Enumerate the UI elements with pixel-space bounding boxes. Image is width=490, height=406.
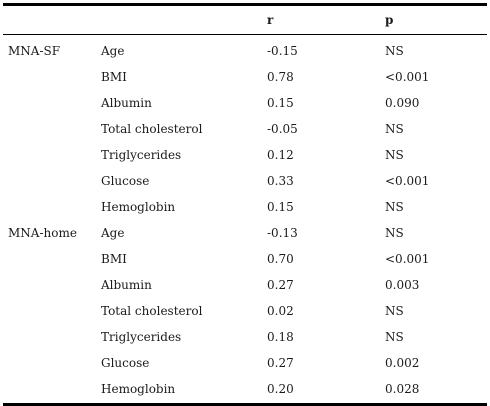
variable-cell: BMI (101, 252, 127, 266)
p-value-cell: 0.003 (385, 278, 420, 292)
variable-cell: Albumin (101, 96, 152, 110)
p-value-cell: NS (385, 226, 404, 240)
table-row: Hemoglobin 0.20 0.028 (3, 376, 487, 402)
p-value-cell: 0.002 (385, 356, 420, 370)
r-value-cell: 0.27 (267, 278, 294, 292)
header-r: r (267, 13, 274, 27)
table-row: Albumin 0.27 0.003 (3, 272, 487, 298)
table-row: Triglycerides 0.12 NS (3, 142, 487, 168)
p-value-cell: NS (385, 200, 404, 214)
r-value-cell: 0.27 (267, 356, 294, 370)
table-row: Glucose 0.27 0.002 (3, 350, 487, 376)
variable-cell: Age (101, 226, 125, 240)
r-value-cell: 0.15 (267, 96, 294, 110)
variable-cell: Total cholesterol (101, 304, 203, 318)
variable-cell: BMI (101, 70, 127, 84)
r-value-cell: 0.18 (267, 330, 294, 344)
p-value-cell: NS (385, 44, 404, 58)
r-value-cell: -0.13 (267, 226, 298, 240)
header-row: r p (3, 6, 487, 34)
r-value-cell: 0.70 (267, 252, 294, 266)
table-row: Triglycerides 0.18 NS (3, 324, 487, 350)
variable-cell: Age (101, 44, 125, 58)
r-value-cell: 0.02 (267, 304, 294, 318)
table-row: Glucose 0.33 <0.001 (3, 168, 487, 194)
table-row: Total cholesterol 0.02 NS (3, 298, 487, 324)
r-value-cell: -0.15 (267, 44, 298, 58)
variable-cell: Total cholesterol (101, 122, 203, 136)
p-value-cell: NS (385, 330, 404, 344)
p-value-cell: 0.028 (385, 382, 420, 396)
table-row: BMI 0.78 <0.001 (3, 64, 487, 90)
r-value-cell: 0.15 (267, 200, 294, 214)
r-value-cell: -0.05 (267, 122, 298, 136)
group-label: MNA-SF (8, 44, 61, 58)
top-rule (3, 3, 487, 6)
variable-cell: Albumin (101, 278, 152, 292)
variable-cell: Glucose (101, 356, 150, 370)
correlation-table: r p MNA-SF Age -0.15 NS BMI 0.78 <0.001 Albumin… (3, 3, 487, 406)
variable-cell: Triglycerides (101, 330, 182, 344)
variable-cell: Glucose (101, 174, 150, 188)
p-value-cell: NS (385, 148, 404, 162)
header-p: p (385, 13, 394, 27)
table-row: MNA-home Age -0.13 NS (3, 220, 487, 246)
table-row: MNA-SF Age -0.15 NS (3, 38, 487, 64)
p-value-cell: NS (385, 122, 404, 136)
variable-cell: Hemoglobin (101, 200, 176, 214)
table-row: BMI 0.70 <0.001 (3, 246, 487, 272)
r-value-cell: 0.33 (267, 174, 294, 188)
r-value-cell: 0.78 (267, 70, 294, 84)
r-value-cell: 0.20 (267, 382, 294, 396)
table-body: MNA-SF Age -0.15 NS BMI 0.78 <0.001 Albumin 0.15… (3, 35, 487, 403)
p-value-cell: <0.001 (385, 70, 430, 84)
header-rule (3, 34, 487, 35)
variable-cell: Triglycerides (101, 148, 182, 162)
variable-cell: Hemoglobin (101, 382, 176, 396)
p-value-cell: 0.090 (385, 96, 420, 110)
table-row: Hemoglobin 0.15 NS (3, 194, 487, 220)
group-label: MNA-home (8, 226, 77, 240)
table-row: Total cholesterol -0.05 NS (3, 116, 487, 142)
p-value-cell: NS (385, 304, 404, 318)
table-row: Albumin 0.15 0.090 (3, 90, 487, 116)
p-value-cell: <0.001 (385, 252, 430, 266)
p-value-cell: <0.001 (385, 174, 430, 188)
r-value-cell: 0.12 (267, 148, 294, 162)
